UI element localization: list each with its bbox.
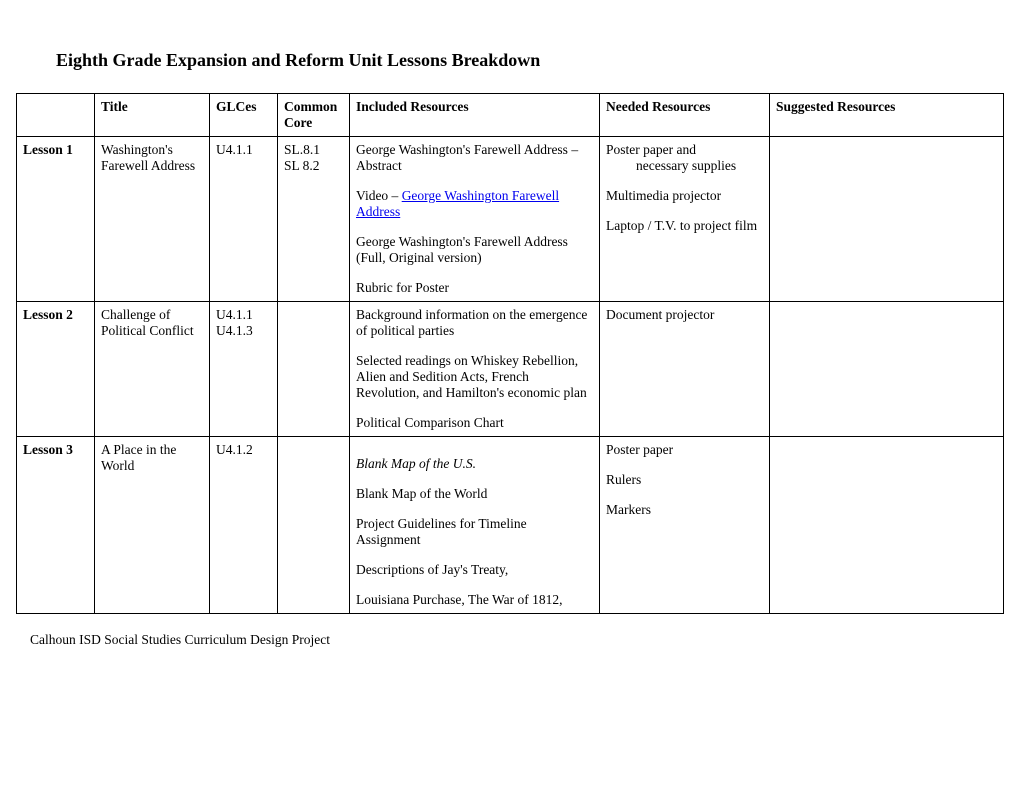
video-prefix: Video – [356, 188, 402, 203]
header-suggested: Suggested Resources [770, 94, 1004, 137]
included-item: Selected readings on Whiskey Rebellion, … [356, 353, 593, 401]
spacer [356, 442, 593, 456]
lessons-table: Title GLCes Common Core Included Resourc… [16, 93, 1004, 614]
included-item: Descriptions of Jay's Treaty, [356, 562, 593, 578]
core-cell: SL.8.1 SL 8.2 [278, 137, 350, 302]
suggested-cell [770, 437, 1004, 614]
core-cell [278, 302, 350, 437]
needed-cell: Document projector [600, 302, 770, 437]
table-header-row: Title GLCes Common Core Included Resourc… [17, 94, 1004, 137]
glces-cell: U4.1.1 [210, 137, 278, 302]
table-row: Lesson 3 A Place in the World U4.1.2 Bla… [17, 437, 1004, 614]
title-cell: Challenge of Political Conflict [95, 302, 210, 437]
included-item: Blank Map of the U.S. [356, 456, 593, 472]
included-item: Rubric for Poster [356, 280, 593, 296]
header-title: Title [95, 94, 210, 137]
header-core: Common Core [278, 94, 350, 137]
header-glces: GLCes [210, 94, 278, 137]
lesson-cell: Lesson 1 [17, 137, 95, 302]
included-item: George Washington's Farewell Address (Fu… [356, 234, 593, 266]
page-title: Eighth Grade Expansion and Reform Unit L… [56, 50, 1004, 71]
lesson-cell: Lesson 2 [17, 302, 95, 437]
table-row: Lesson 2 Challenge of Political Conflict… [17, 302, 1004, 437]
glces-line: U4.1.3 [216, 323, 271, 339]
title-cell: A Place in the World [95, 437, 210, 614]
included-item: George Washington's Farewell Address – A… [356, 142, 593, 174]
needed-item: Laptop / T.V. to project film [606, 218, 763, 234]
glces-line: U4.1.1 [216, 307, 271, 323]
included-item: Project Guidelines for Timeline Assignme… [356, 516, 593, 548]
needed-item: Multimedia projector [606, 188, 763, 204]
lesson-cell: Lesson 3 [17, 437, 95, 614]
suggested-cell [770, 137, 1004, 302]
header-needed: Needed Resources [600, 94, 770, 137]
included-item: Video – George Washington Farewell Addre… [356, 188, 593, 220]
core-line: SL.8.1 [284, 142, 343, 158]
needed-item: Markers [606, 502, 763, 518]
needed-item: Poster paper and [606, 142, 763, 158]
table-row: Lesson 1 Washington's Farewell Address U… [17, 137, 1004, 302]
footer-text: Calhoun ISD Social Studies Curriculum De… [30, 632, 1004, 648]
core-line: SL 8.2 [284, 158, 343, 174]
needed-cell: Poster paper Rulers Markers [600, 437, 770, 614]
suggested-cell [770, 302, 1004, 437]
needed-item: necessary supplies [606, 158, 763, 174]
title-cell: Washington's Farewell Address [95, 137, 210, 302]
needed-item: Poster paper [606, 442, 763, 458]
included-item: Blank Map of the World [356, 486, 593, 502]
needed-item: Rulers [606, 472, 763, 488]
glces-cell: U4.1.2 [210, 437, 278, 614]
included-item: Louisiana Purchase, The War of 1812, [356, 592, 593, 608]
included-item: Background information on the emergence … [356, 307, 593, 339]
needed-cell: Poster paper and necessary supplies Mult… [600, 137, 770, 302]
included-cell: George Washington's Farewell Address – A… [350, 137, 600, 302]
included-cell: Background information on the emergence … [350, 302, 600, 437]
included-cell: Blank Map of the U.S. Blank Map of the W… [350, 437, 600, 614]
needed-item: Document projector [606, 307, 763, 323]
header-included: Included Resources [350, 94, 600, 137]
header-lesson [17, 94, 95, 137]
core-cell [278, 437, 350, 614]
included-item: Political Comparison Chart [356, 415, 593, 431]
glces-cell: U4.1.1 U4.1.3 [210, 302, 278, 437]
